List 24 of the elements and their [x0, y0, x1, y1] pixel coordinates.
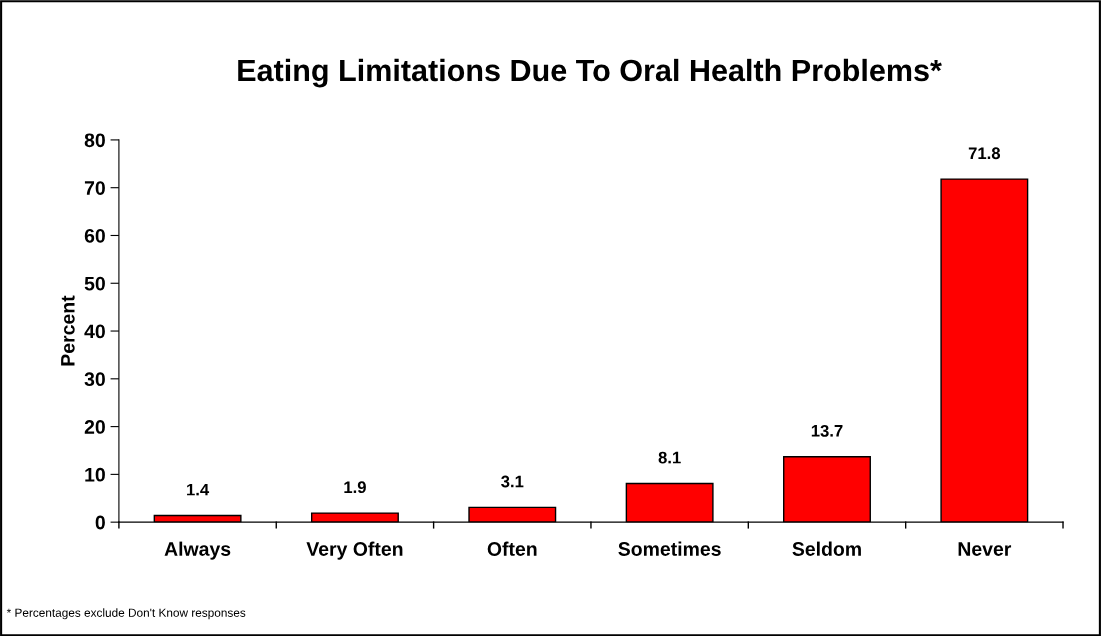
x-tick-label: Sometimes [618, 541, 721, 556]
data-label: 71.8 [968, 147, 1001, 160]
data-label: 3.1 [501, 475, 524, 488]
text: * Percentages exclude Don't Know responses [6, 608, 246, 620]
x-tick-label: Seldom [792, 541, 861, 556]
y-tick-label: 10 [85, 467, 105, 482]
y-axis-title: Percent [61, 295, 75, 366]
data-label: 1.4 [187, 483, 210, 496]
data-label: 13.7 [811, 424, 843, 437]
y-tick-label: 70 [84, 181, 105, 195]
x-tick-label: Never [958, 542, 1012, 556]
y-tick-label: 50 [84, 276, 105, 291]
x-tick-label: Very Often [306, 541, 403, 560]
y-tick-label: 40 [84, 324, 105, 339]
y-tick-label: 80 [84, 133, 105, 148]
data-label: 1.9 [344, 481, 366, 494]
y-tick-label: 20 [84, 420, 105, 434]
y-tick-label: 60 [84, 228, 105, 243]
chart-title: Eating Limitations Due To Oral Health Problems* [238, 58, 942, 88]
x-tick-label: Always [164, 541, 231, 560]
y-tick-label: 30 [84, 372, 105, 387]
x-tick-label: Often [487, 541, 537, 556]
y-tick-label: 0 [95, 515, 105, 530]
data-label: 8.1 [658, 451, 681, 464]
